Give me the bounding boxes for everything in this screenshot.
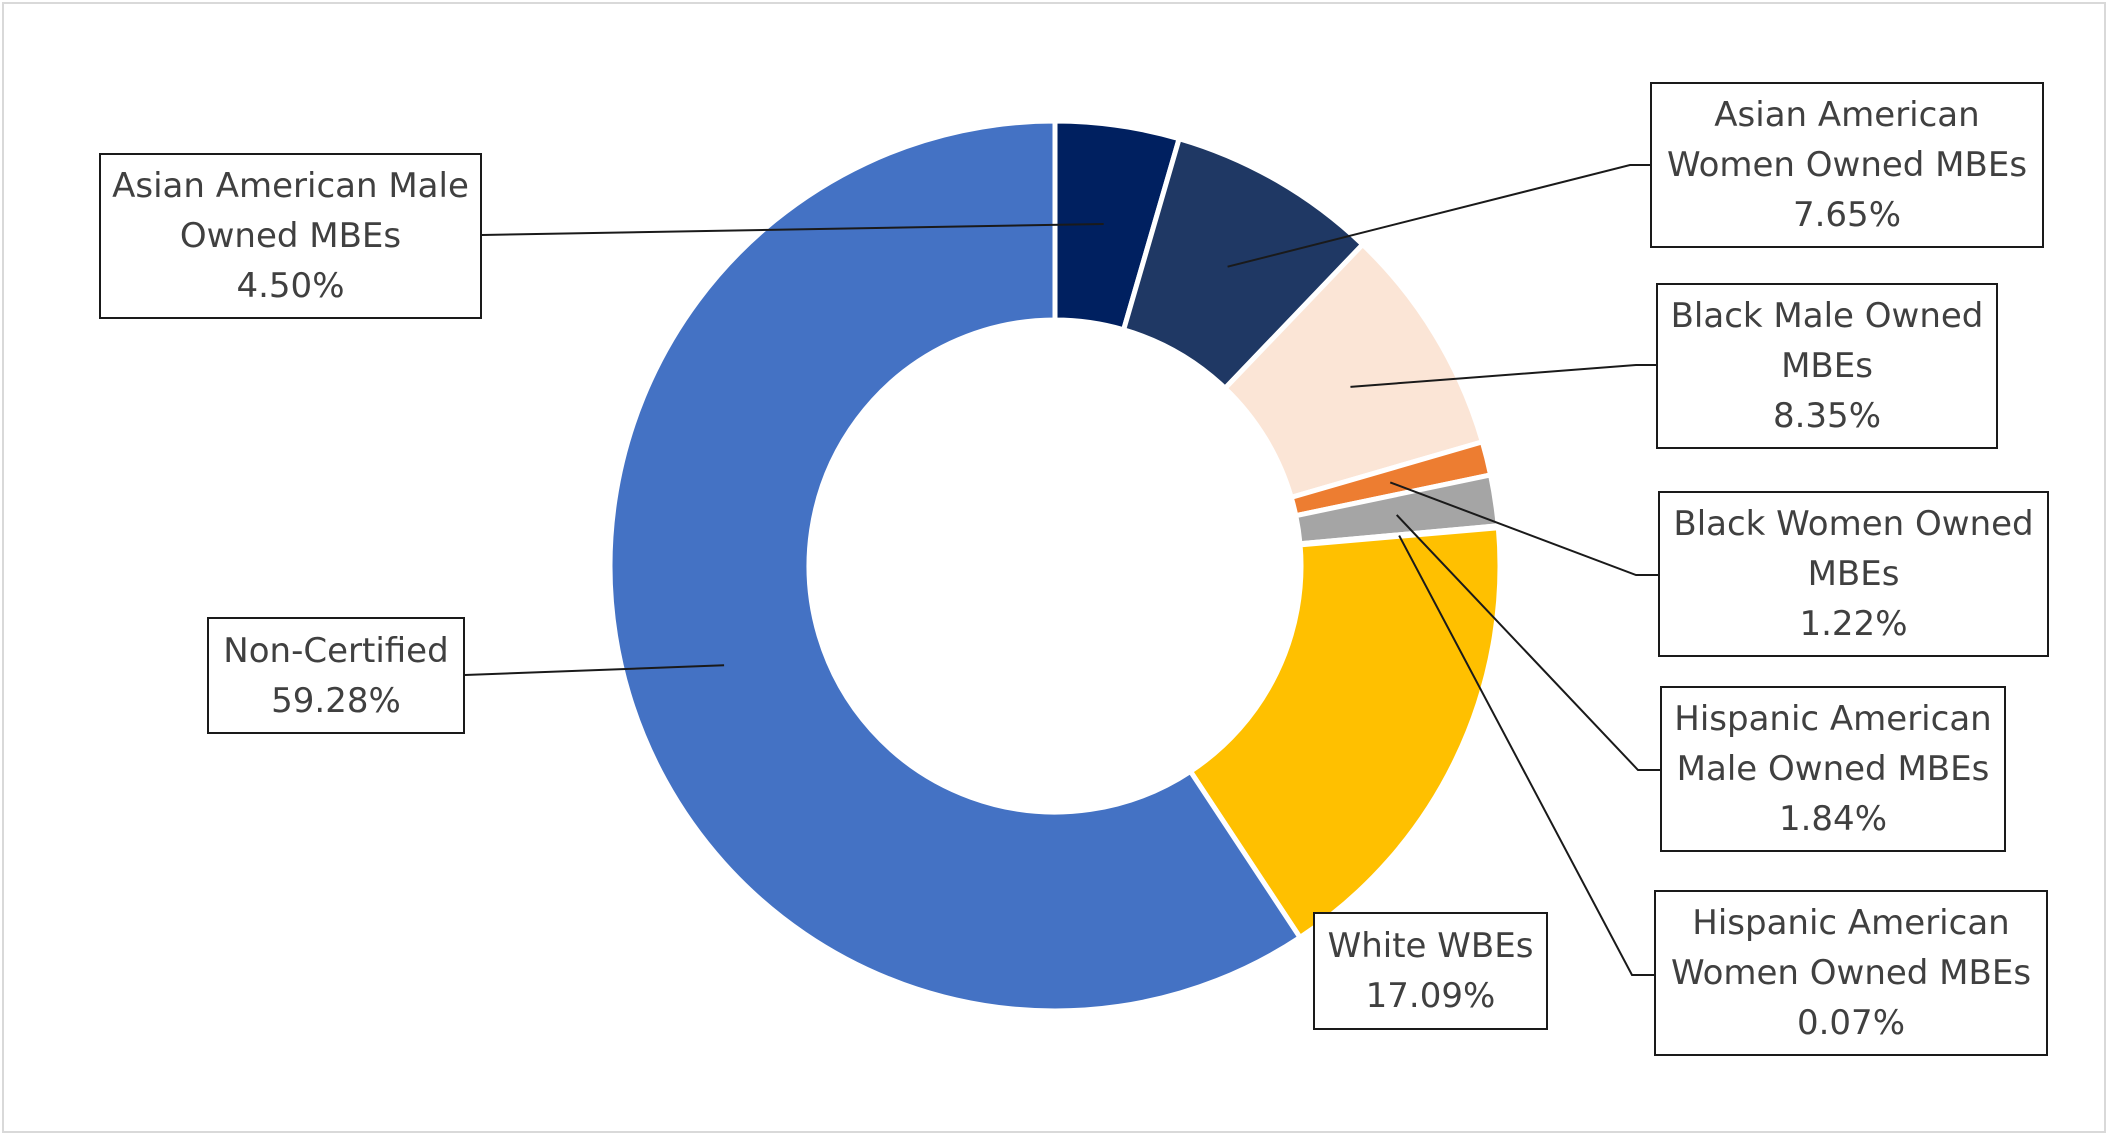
leader-line-black-women-owned-mbes: [1389, 481, 1658, 576]
slice-non-certified: [607, 118, 1304, 1014]
data-label-text: Asian American Women Owned MBEs 7.65%: [1666, 95, 2028, 235]
data-label-hispanic-american-women: Hispanic American Women Owned MBEs 0.07%: [1654, 890, 2048, 1056]
data-label-white-wbes: White WBEs 17.09%: [1313, 912, 1548, 1030]
leader-line-non-certified: [464, 664, 725, 676]
leader-line-asian-american-women-owned-mbes: [1227, 164, 1650, 268]
data-label-text: Hispanic American Male Owned MBEs 1.84%: [1674, 699, 1992, 839]
data-label-asian-american-women: Asian American Women Owned MBEs 7.65%: [1650, 82, 2044, 248]
data-label-hispanic-american-male: Hispanic American Male Owned MBEs 1.84%: [1660, 686, 2006, 852]
data-label-text: Non-Certified 59.28%: [223, 630, 449, 721]
leader-line-hispanic-american-male-owned-mbes: [1395, 514, 1660, 771]
leader-line-black-male-owned-mbes: [1350, 364, 1656, 388]
data-label-text: Black Women Owned MBEs 1.22%: [1673, 504, 2034, 644]
data-label-non-certified: Non-Certified 59.28%: [207, 617, 465, 734]
data-label-black-male: Black Male Owned MBEs 8.35%: [1656, 283, 1998, 449]
leader-lines: [464, 164, 1660, 976]
leader-line-hispanic-american-women-owned-mbes: [1398, 535, 1654, 976]
data-label-text: Hispanic American Women Owned MBEs 0.07%: [1670, 903, 2032, 1043]
data-label-text: Asian American Male Owned MBEs 4.50%: [112, 166, 469, 306]
data-label-text: Black Male Owned MBEs 8.35%: [1670, 296, 1984, 436]
leader-line-asian-american-male-owned-mbes: [481, 222, 1104, 236]
data-label-text: White WBEs 17.09%: [1327, 926, 1534, 1016]
data-label-black-women: Black Women Owned MBEs 1.22%: [1658, 491, 2049, 657]
data-label-asian-american-male: Asian American Male Owned MBEs 4.50%: [99, 153, 482, 319]
donut-slices: [607, 118, 1503, 1014]
